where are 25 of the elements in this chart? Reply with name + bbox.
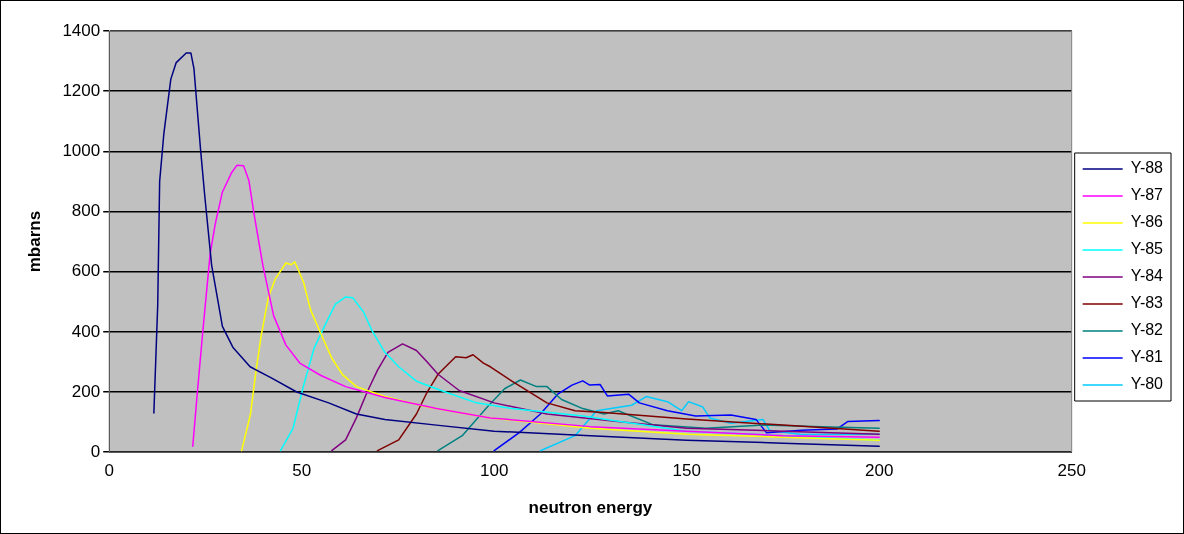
legend-label: Y-82 — [1130, 321, 1164, 339]
x-axis-title: neutron energy — [528, 498, 653, 518]
x-tick-label: 150 — [672, 461, 701, 481]
y-tick-label: 200 — [71, 381, 101, 401]
legend-label: Y-83 — [1130, 294, 1164, 312]
y-tick-label: 1200 — [62, 80, 101, 100]
y-tick-label: 1000 — [62, 141, 101, 161]
legend-label: Y-81 — [1130, 348, 1164, 366]
x-tick-label: 250 — [1057, 461, 1086, 481]
y-tick-label: 400 — [71, 321, 101, 341]
legend-label: Y-86 — [1130, 213, 1164, 231]
y-tick-label: 1400 — [62, 20, 101, 40]
x-tick-label: 0 — [104, 461, 114, 481]
x-tick-label: 50 — [292, 461, 312, 481]
legend-label: Y-87 — [1130, 186, 1164, 204]
legend-label: Y-80 — [1130, 375, 1164, 393]
y-axis-title: mbarns — [24, 210, 44, 273]
x-tick-label: 200 — [864, 461, 894, 481]
y-tick-label: 800 — [71, 201, 101, 221]
y-tick-label: 0 — [90, 441, 101, 461]
legend-label: Y-88 — [1130, 159, 1164, 177]
legend-label: Y-85 — [1130, 240, 1164, 258]
y-tick-label: 600 — [71, 261, 101, 281]
x-tick-label: 100 — [480, 461, 509, 481]
legend-label: Y-84 — [1130, 267, 1164, 285]
